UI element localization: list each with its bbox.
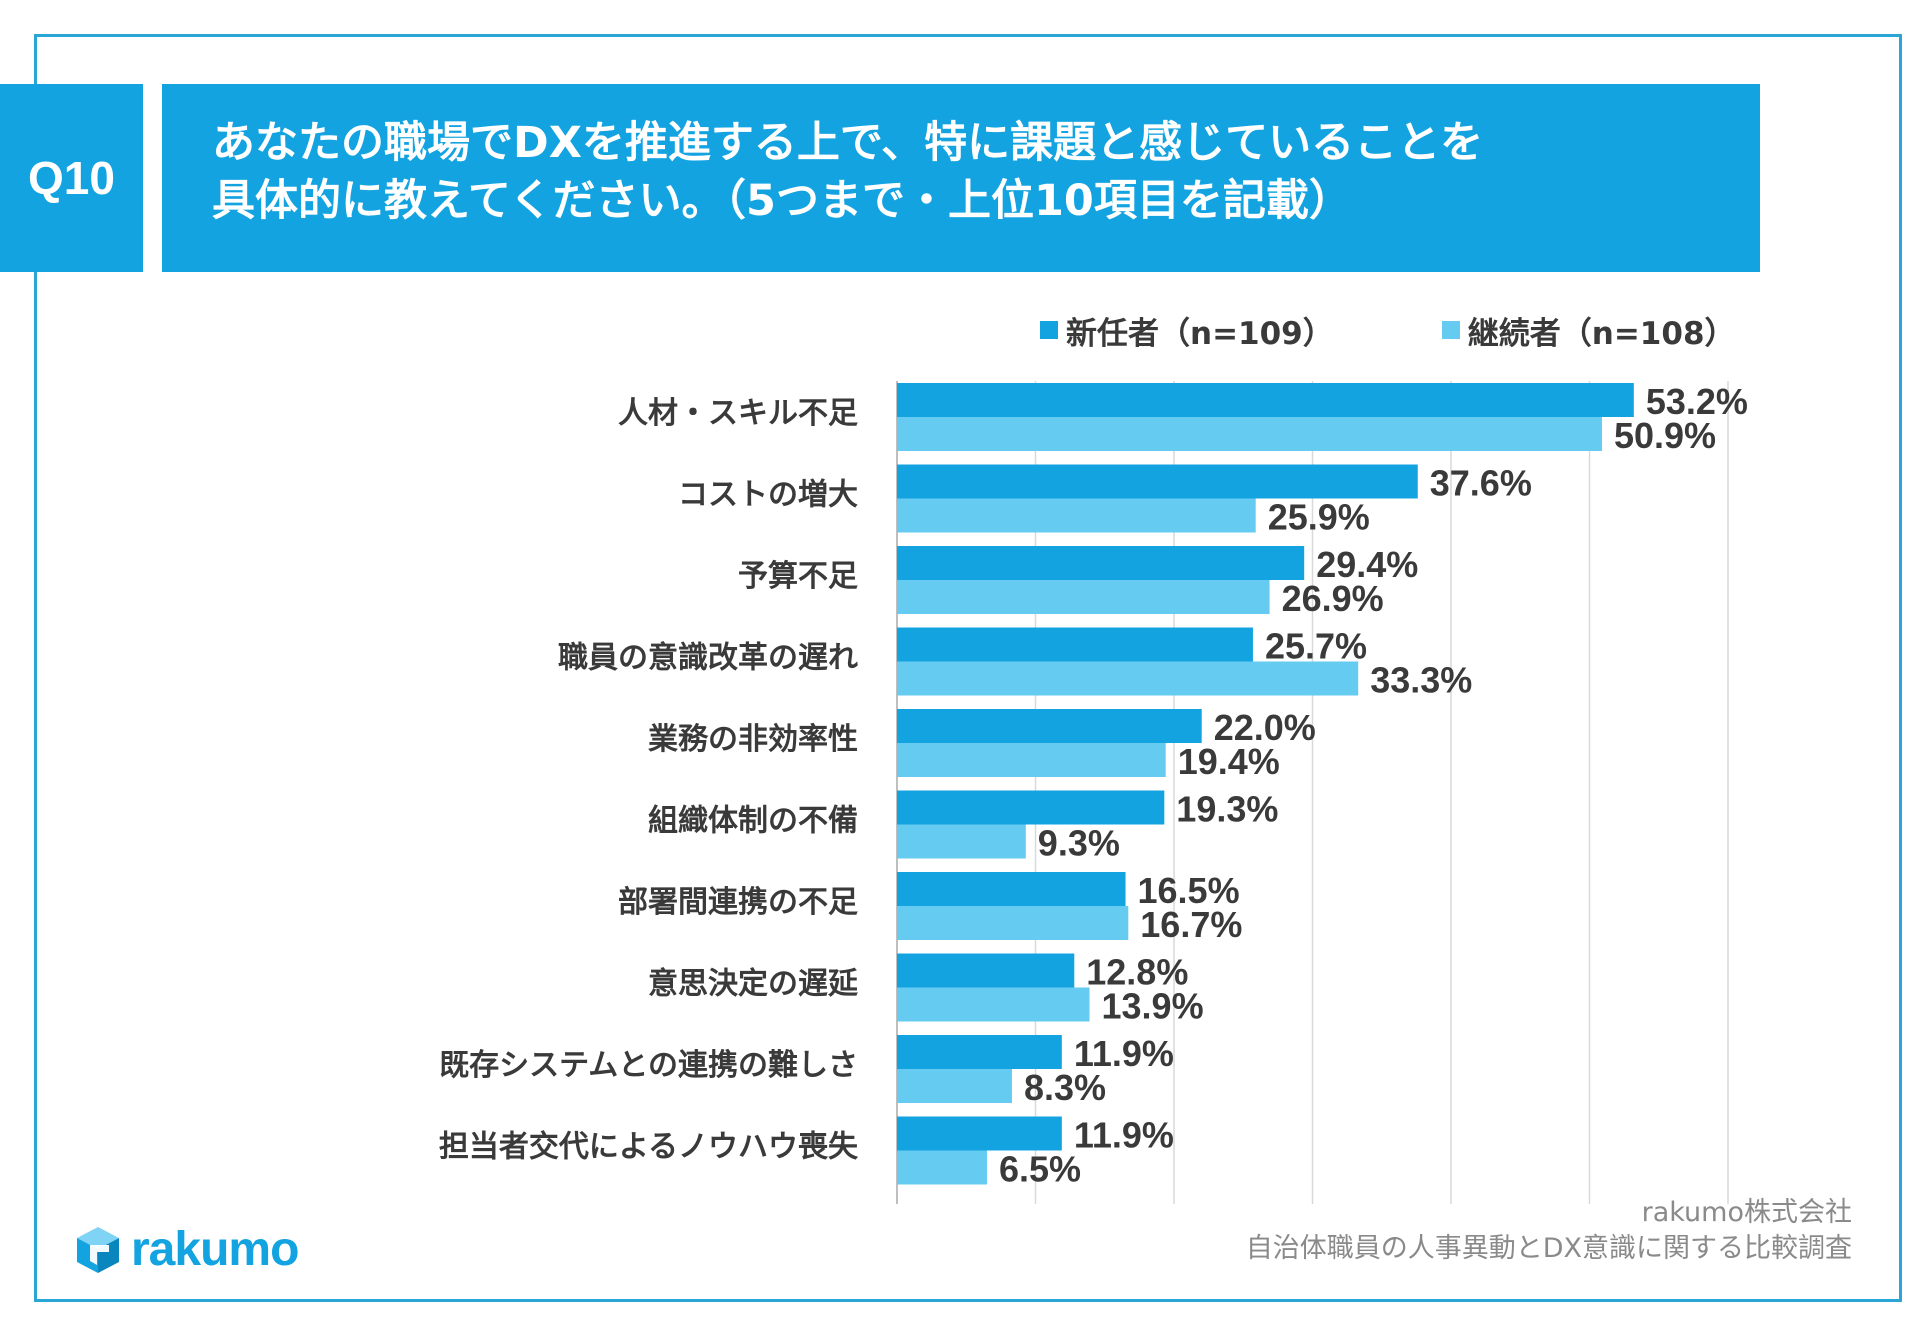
category-label: 業務の非効率性 (648, 722, 858, 757)
data-label: 8.3% (1024, 1067, 1106, 1108)
data-label: 29.4% (1316, 544, 1418, 585)
data-label: 25.7% (1265, 626, 1367, 667)
bar-series1 (897, 546, 1305, 580)
question-banner: あなたの職場でDXを推進する上で、特に課題と感じていることを 具体的に教えてくだ… (162, 84, 1760, 272)
bar-series2 (897, 580, 1270, 614)
data-label: 25.9% (1268, 497, 1370, 538)
bar-series1 (897, 1116, 1062, 1151)
question-title-line2: 具体的に教えてください。（5つまで・上位10項目を記載） (212, 176, 1352, 226)
legend-item-series2: 継続者（n=108） (1441, 308, 1736, 353)
category-label: 担当者交代によるノウハウ喪失 (439, 1130, 859, 1165)
legend-label-series1: 新任者（n=109） (1066, 315, 1334, 352)
bar-series1 (897, 1035, 1062, 1069)
bar-series1 (897, 953, 1075, 988)
data-label: 16.7% (1140, 904, 1242, 945)
bar-series2 (897, 1150, 988, 1185)
data-label: 26.9% (1282, 578, 1384, 619)
bar-series2 (897, 661, 1359, 696)
category-label: 意思決定の遅延 (648, 967, 859, 1002)
bar-series1 (897, 464, 1418, 499)
bar-series2 (897, 743, 1166, 777)
cube-logo-icon (77, 1226, 119, 1273)
question-number: Q10 (28, 152, 115, 204)
data-label: 19.3% (1176, 789, 1278, 830)
data-label: 9.3% (1038, 823, 1120, 864)
data-label: 33.3% (1370, 660, 1472, 701)
category-label: 部署間連携の不足 (618, 885, 858, 920)
category-label: 組織体制の不備 (648, 804, 858, 839)
data-label: 37.6% (1430, 463, 1532, 504)
bar-series2 (897, 417, 1602, 451)
rakumo-logo: rakumo (75, 1222, 299, 1277)
legend-item-series1: 新任者（n=109） (1040, 308, 1334, 353)
bar-series1 (897, 383, 1634, 417)
logo-text: rakumo (131, 1223, 299, 1276)
chart-legend: 新任者（n=109） 継続者（n=108） (1040, 305, 1736, 355)
legend-swatch-series2 (1441, 321, 1460, 339)
legend-swatch-series1 (1040, 321, 1058, 339)
category-label: 職員の意識改革の遅れ (558, 641, 858, 676)
category-label: コストの増大 (678, 478, 858, 513)
bar-series1 (897, 627, 1253, 662)
data-label: 53.2% (1646, 381, 1748, 422)
data-label: 13.9% (1102, 986, 1204, 1027)
bar-series1 (897, 872, 1126, 906)
chart-frame (34, 34, 1902, 1302)
bar-series2 (897, 824, 1026, 859)
bar-series2 (897, 987, 1090, 1022)
question-number-badge: Q10 (0, 84, 143, 272)
data-label: 11.9% (1074, 1033, 1174, 1074)
data-label: 12.8% (1086, 952, 1188, 993)
question-title-line1: あなたの職場でDXを推進する上で、特に課題と感じていることを (212, 118, 1484, 168)
data-label: 11.9% (1074, 1115, 1174, 1156)
bar-series2 (897, 498, 1256, 533)
source-survey-title: 自治体職員の人事異動とDX意識に関する比較調査 (1245, 1233, 1852, 1264)
bar-series2 (897, 906, 1129, 940)
source-credit: rakumo株式会社 自治体職員の人事異動とDX意識に関する比較調査 (1246, 1195, 1852, 1267)
bar-series2 (897, 1069, 1012, 1103)
data-label: 16.5% (1138, 870, 1240, 911)
data-label: 22.0% (1214, 707, 1316, 748)
category-label: 予算不足 (738, 559, 858, 594)
category-label: 人材・スキル不足 (618, 396, 858, 431)
bar-series1 (897, 790, 1165, 825)
data-label: 19.4% (1178, 741, 1280, 782)
data-label: 50.9% (1614, 415, 1716, 456)
source-company: rakumo株式会社 (1641, 1197, 1852, 1228)
legend-label-series2: 継続者（n=108） (1467, 315, 1736, 352)
data-label: 6.5% (999, 1149, 1081, 1190)
category-label: 既存システムとの連携の難しさ (439, 1048, 858, 1083)
bar-series1 (897, 709, 1202, 743)
